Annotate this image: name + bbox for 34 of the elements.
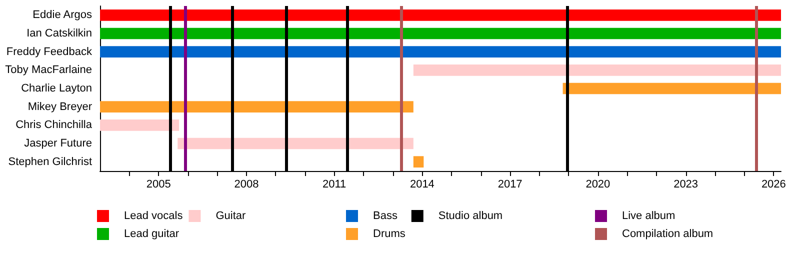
legend-label: Live album: [622, 210, 676, 222]
y-tick-label: Eddie Argos: [32, 9, 92, 22]
bar: [100, 101, 414, 113]
bar: [178, 138, 414, 150]
legend-label: Bass: [373, 210, 398, 222]
y-tick-label: Chris Chinchilla: [16, 119, 93, 132]
legend-label: Compilation album: [622, 228, 714, 240]
bar: [100, 28, 781, 40]
x-tick-label: 2008: [234, 178, 259, 190]
bar: [100, 46, 781, 58]
x-tick-label: 2020: [586, 178, 610, 190]
bar: [413, 64, 781, 76]
legend-label: Lead vocals: [124, 210, 184, 222]
legend-label: Lead guitar: [124, 228, 180, 240]
y-tick-label: Toby MacFarlaine: [5, 64, 92, 76]
legend-label: Studio album: [438, 210, 503, 222]
bar: [413, 156, 424, 168]
x-tick-label: 2023: [674, 178, 698, 190]
y-tick-label: Freddy Feedback: [6, 46, 92, 58]
legend-label: Drums: [373, 228, 406, 240]
bar: [562, 82, 781, 94]
x-tick-label: 2005: [146, 178, 171, 190]
bar: [100, 9, 781, 21]
y-tick-label: Ian Catskilkin: [26, 28, 92, 40]
legend-label: Guitar: [216, 210, 246, 222]
x-tick-label: 2017: [498, 178, 522, 190]
y-tick-label: Jasper Future: [24, 138, 92, 150]
x-tick-label: 2011: [322, 178, 346, 190]
x-tick-label: 2014: [410, 178, 434, 190]
y-tick-label: Mikey Breyer: [28, 100, 92, 113]
y-tick-label: Stephen Gilchrist: [8, 156, 92, 168]
y-tick-label: Charlie Layton: [21, 82, 92, 94]
bar: [100, 119, 180, 131]
x-tick-label: 2026: [761, 178, 786, 190]
